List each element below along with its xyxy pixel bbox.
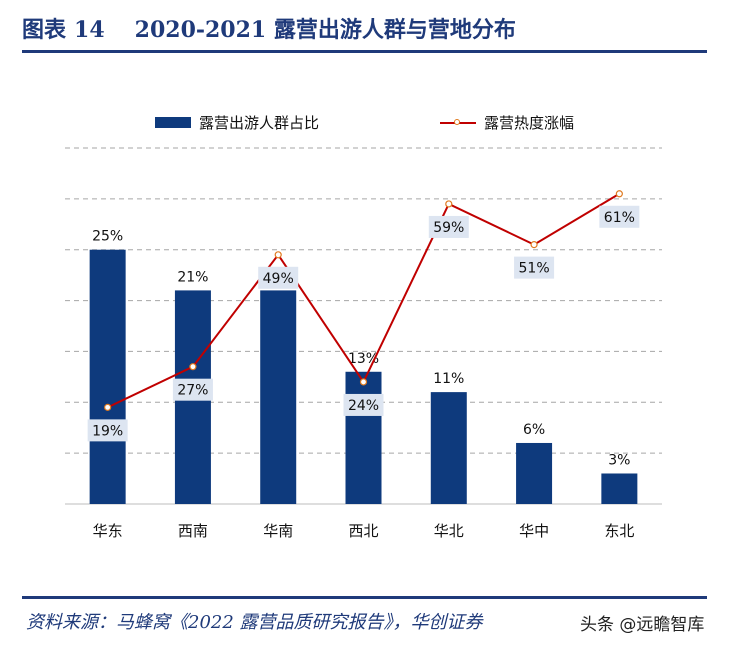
source-note: 资料来源：马蜂窝《2022 露营品质研究报告》，华创证券: [26, 612, 483, 633]
line-data-label: 59%: [433, 220, 464, 236]
bar: [601, 473, 638, 504]
line-data-label-box: [599, 205, 640, 228]
x-tick-label: 华东: [93, 522, 123, 540]
figure-label: 图表: [22, 17, 67, 43]
x-tick-label: 东北: [604, 522, 634, 540]
chart-legend: 露营出游人群占比 露营热度涨幅: [0, 112, 737, 136]
legend-label-bar: 露营出游人群占比: [199, 114, 320, 132]
x-tick-label: 华北: [434, 522, 464, 540]
line-data-label: 27%: [177, 383, 208, 399]
line-data-label: 24%: [348, 398, 379, 414]
watermark: 头条 @远瞻智库: [580, 615, 705, 635]
figure-title: 图表 14 2020-2021 露营出游人群与营地分布: [22, 12, 516, 44]
line-data-label: 61%: [604, 210, 635, 226]
line-data-label-box: [258, 266, 299, 289]
title-divider: [22, 50, 707, 53]
line-point: [104, 403, 112, 411]
legend-item-bar: 露营出游人群占比: [155, 112, 319, 133]
line-data-label: 19%: [92, 423, 123, 439]
bar-data-label: 21%: [177, 269, 208, 285]
line-point: [359, 378, 368, 386]
line-point: [530, 241, 538, 249]
bar-data-label: 6%: [523, 422, 545, 438]
line-data-label-box: [428, 215, 469, 238]
line-point: [615, 190, 623, 198]
chart-canvas: 25%21%21%13%11%6%3%19%27%49%24%59%51%61%…: [65, 147, 662, 540]
legend-item-line: 露营热度涨幅: [440, 112, 574, 133]
bar: [430, 392, 467, 504]
legend-line-swatch: [440, 118, 476, 125]
line-data-label: 51%: [519, 261, 550, 277]
bar: [260, 290, 297, 504]
x-tick-label: 华南: [263, 522, 293, 540]
line-data-label-box: [87, 419, 128, 442]
line-point: [189, 363, 197, 371]
x-tick-label: 西南: [178, 522, 208, 540]
x-tick-label: 西北: [348, 522, 378, 540]
line-data-label: 49%: [263, 271, 294, 287]
bar-data-label: 13%: [348, 351, 379, 367]
line-point: [445, 200, 453, 208]
figure-title-text: 2020-2021 露营出游人群与营地分布: [134, 17, 516, 43]
bar: [89, 249, 126, 504]
bar-data-label: 3%: [608, 452, 630, 468]
legend-label-line: 露营热度涨幅: [484, 114, 575, 132]
bar: [516, 442, 553, 504]
legend-bar-swatch: [155, 117, 191, 128]
bar-data-label: 11%: [433, 371, 464, 387]
bar: [345, 371, 382, 504]
line-data-label-box: [343, 393, 384, 416]
line-point: [274, 251, 282, 259]
figure-number: 14: [74, 17, 105, 43]
bar-data-label: 25%: [92, 229, 123, 245]
line-data-label-box: [514, 256, 555, 279]
line-data-label-box: [172, 378, 213, 401]
footer-divider: [22, 596, 707, 599]
x-tick-label: 华中: [519, 522, 549, 540]
